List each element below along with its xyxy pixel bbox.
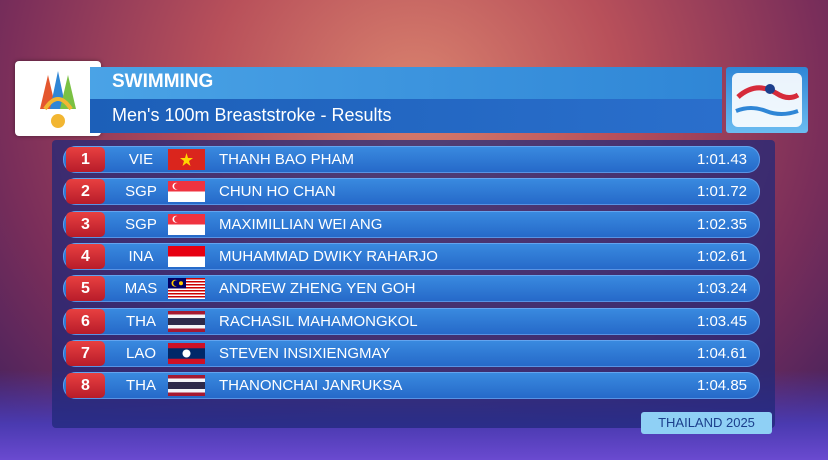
rank: 6: [66, 308, 105, 334]
header: SWIMMING Men's 100m Breaststroke - Resul…: [90, 67, 722, 133]
athlete-name: THANONCHAI JANRUKSA: [219, 377, 403, 395]
athlete-name: MAXIMILLIAN WEI ANG: [219, 215, 383, 233]
result-time: 1:04.85: [696, 377, 747, 395]
logo-art: [40, 71, 76, 128]
result-row: 6 THA RACHASIL MAHAMONGKOL 1:03.45: [63, 307, 760, 335]
flag: [168, 181, 205, 203]
athlete-name: CHUN HO CHAN: [219, 183, 336, 201]
rank: 5: [66, 276, 105, 302]
rank: 7: [66, 340, 105, 366]
rank: 1: [66, 147, 105, 172]
athlete-name: MUHAMMAD DWIKY RAHARJO: [219, 247, 438, 265]
games-logo: [15, 61, 101, 136]
rank: 4: [66, 243, 105, 269]
flag: [168, 375, 205, 397]
result-row: 1 VIE THANH BAO PHAM 1:01.43: [63, 146, 760, 173]
sport-icon: [726, 67, 808, 133]
athlete-name: ANDREW ZHENG YEN GOH: [219, 280, 416, 298]
country-code: THA: [126, 377, 156, 395]
rank: 3: [66, 211, 105, 237]
country-code: MAS: [124, 280, 158, 298]
athlete-name: RACHASIL MAHAMONGKOL: [219, 312, 418, 330]
rank: 8: [66, 373, 105, 399]
header-bottom: [90, 99, 722, 133]
country-code: VIE: [128, 151, 154, 168]
result-time: 1:04.61: [696, 344, 747, 362]
result-row: 4 INA MUHAMMAD DWIKY RAHARJO 1:02.61: [63, 242, 760, 270]
country-code: SGP: [125, 183, 157, 201]
result-row: 5 MAS ANDREW ZHENG YEN GOH 1:03.24: [63, 275, 760, 303]
result-time: 1:02.35: [696, 215, 747, 233]
result-time: 1:03.24: [696, 280, 747, 298]
result-row: 2 SGP CHUN HO CHAN 1:01.72: [63, 178, 760, 206]
sport-title: SWIMMING: [112, 71, 214, 92]
rank: 2: [66, 179, 105, 205]
athlete-name: STEVEN INSIXIENGMAY: [219, 344, 391, 362]
country-code: INA: [128, 247, 154, 265]
games-label: THAILAND 2025: [641, 412, 772, 434]
result-time: 1:01.43: [696, 151, 747, 168]
result-row: 3 SGP MAXIMILLIAN WEI ANG 1:02.35: [63, 210, 760, 238]
flag: [168, 310, 205, 332]
country-code: SGP: [125, 215, 157, 233]
swim-icon: [732, 73, 802, 127]
flag: [168, 278, 205, 300]
header-top: [90, 67, 722, 99]
result-time: 1:03.45: [696, 312, 747, 330]
flag: [168, 149, 205, 170]
country-code: THA: [126, 312, 156, 330]
flag: [168, 213, 205, 235]
flag: [168, 245, 205, 267]
result-row: 7 LAO STEVEN INSIXIENGMAY 1:04.61: [63, 339, 760, 367]
athlete-name: THANH BAO PHAM: [219, 151, 355, 168]
country-code: LAO: [125, 344, 156, 362]
result-row: 8 THA THANONCHAI JANRUKSA 1:04.85: [63, 372, 760, 400]
flag: [168, 342, 205, 364]
result-time: 1:02.61: [696, 247, 747, 265]
event-title: Men's 100m Breaststroke - Results: [112, 105, 392, 125]
result-time: 1:01.72: [696, 183, 747, 201]
